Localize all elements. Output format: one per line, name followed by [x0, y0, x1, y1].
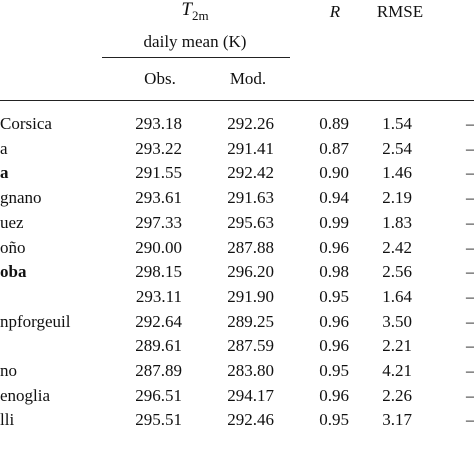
rmse-value: 4.21 — [382, 361, 412, 380]
mod-value: 294.17 — [227, 385, 274, 405]
cut-cell: – — [466, 385, 474, 405]
station-name: a — [0, 138, 8, 158]
obs-value: 297.33 — [135, 212, 182, 232]
cut-cell: – — [466, 336, 474, 356]
mod-value: 291.63 — [227, 188, 274, 208]
rmse-value: 3.17 — [382, 410, 412, 430]
mod-value: 291.90 — [227, 286, 274, 306]
station-name: no — [0, 361, 17, 380]
variable-subscript: 2m — [191, 7, 209, 23]
r-header: R — [329, 2, 341, 21]
variable-symbol: T — [181, 0, 192, 20]
rmse-value: 3.50 — [382, 311, 412, 331]
mod-value: 291.41 — [227, 138, 274, 158]
rmse-value: 2.19 — [382, 188, 412, 208]
obs-value: 296.51 — [135, 385, 182, 405]
rmse-value: 1.54 — [382, 114, 412, 133]
station-name: Corsica — [0, 114, 52, 133]
r-value: 0.94 — [319, 188, 349, 208]
obs-value: 295.51 — [135, 410, 182, 430]
r-value: 0.95 — [319, 410, 349, 430]
obs-value: 293.61 — [135, 188, 182, 208]
obs-value: 291.55 — [135, 163, 182, 183]
rmse-value: 2.21 — [382, 336, 412, 356]
mod-header: Mod. — [229, 69, 267, 88]
cut-cell: – — [466, 188, 474, 208]
obs-header: Obs. — [144, 69, 176, 88]
r-value: 0.99 — [319, 212, 349, 232]
mod-value: 292.42 — [227, 163, 274, 183]
obs-value: 292.64 — [135, 311, 182, 331]
rmse-value: 2.42 — [382, 237, 412, 257]
r-value: 0.95 — [319, 286, 349, 306]
r-value: 0.90 — [319, 163, 349, 183]
rmse-header: RMSE — [376, 2, 424, 21]
mod-value: 296.20 — [227, 262, 274, 282]
cut-cell: – — [466, 361, 474, 380]
mod-value: 292.26 — [227, 114, 274, 133]
mod-value: 287.59 — [227, 336, 274, 356]
cut-cell: – — [466, 286, 474, 306]
obs-value: 287.89 — [135, 361, 182, 380]
r-value: 0.89 — [319, 114, 349, 133]
rmse-value: 1.83 — [382, 212, 412, 232]
station-name: uez — [0, 212, 24, 232]
cut-cell: – — [466, 262, 474, 282]
obs-value: 293.18 — [135, 114, 182, 133]
station-name: oño — [0, 237, 26, 257]
variable-header: T2m — [145, 0, 245, 26]
cut-cell: – — [466, 212, 474, 232]
station-name: gnano — [0, 188, 42, 208]
mod-value: 292.46 — [227, 410, 274, 430]
table-rule — [0, 100, 474, 101]
r-value: 0.96 — [319, 237, 349, 257]
r-value: 0.96 — [319, 311, 349, 331]
obs-value: 290.00 — [135, 237, 182, 257]
station-name: enoglia — [0, 385, 51, 405]
rmse-value: 2.54 — [382, 138, 412, 158]
variable-description: daily mean (K) — [143, 32, 247, 51]
header-rule — [102, 57, 290, 58]
r-value: 0.96 — [319, 385, 349, 405]
r-value: 0.95 — [319, 361, 349, 380]
r-value: 0.96 — [319, 336, 349, 356]
station-name: npforgeuil — [0, 311, 71, 331]
obs-value: 293.11 — [135, 286, 182, 306]
cut-cell: – — [466, 114, 474, 133]
mod-value: 283.80 — [227, 361, 274, 380]
cut-cell: – — [466, 311, 474, 331]
mod-value: 289.25 — [227, 311, 274, 331]
cut-cell: – — [466, 138, 474, 158]
r-value: 0.87 — [319, 138, 349, 158]
obs-value: 298.15 — [135, 262, 182, 282]
rmse-value: 1.64 — [382, 286, 412, 306]
mod-value: 295.63 — [227, 212, 274, 232]
rmse-value: 1.46 — [382, 163, 412, 183]
mod-value: 287.88 — [227, 237, 274, 257]
rmse-value: 2.56 — [382, 262, 412, 282]
cut-cell: – — [466, 163, 474, 183]
r-value: 0.98 — [319, 262, 349, 282]
station-name: oba — [0, 262, 27, 282]
cut-cell: – — [466, 410, 474, 430]
obs-value: 289.61 — [135, 336, 182, 356]
rmse-value: 2.26 — [382, 385, 412, 405]
station-name: lli — [0, 410, 15, 430]
station-name: a — [0, 163, 9, 183]
obs-value: 293.22 — [135, 138, 182, 158]
cut-cell: – — [466, 237, 474, 257]
